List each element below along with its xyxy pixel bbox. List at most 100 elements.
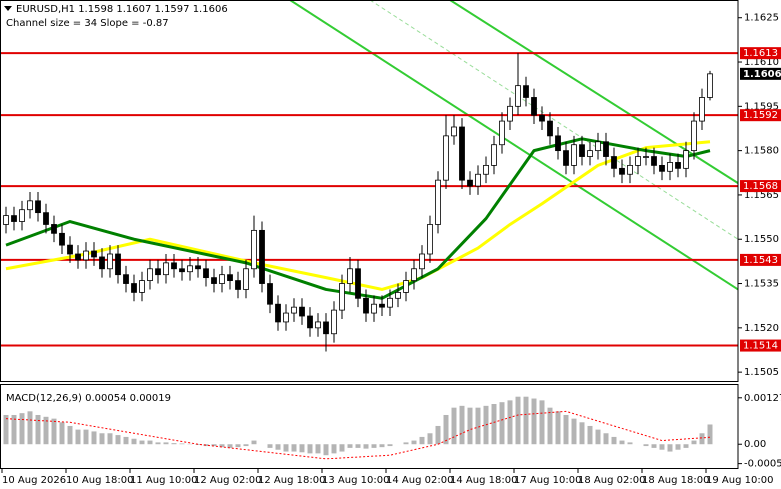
macd-bar: [659, 444, 665, 450]
candle-body: [259, 229, 265, 284]
candle-body: [667, 162, 673, 172]
macd-frame: [0, 384, 739, 469]
current-price-label: 1.1606: [743, 69, 781, 80]
macd-bar: [619, 440, 625, 445]
macd-bar: [403, 442, 409, 445]
candle-body: [19, 209, 25, 222]
macd-bar: [115, 435, 121, 445]
candle-body: [27, 200, 33, 211]
chart-subtitle: Channel size = 34 Slope = -0.87: [6, 18, 169, 29]
level-label: 1.1613: [743, 48, 778, 59]
macd-bar: [155, 442, 161, 445]
macd-bar: [291, 444, 297, 452]
candle-body: [459, 126, 465, 181]
level-label-box: [740, 180, 781, 193]
candle-body: [3, 215, 9, 225]
macd-bar: [35, 414, 41, 445]
macd-bar: [267, 444, 273, 448]
x-tick-label: 14 Aug 02:00: [386, 475, 453, 486]
macd-bar: [643, 444, 649, 447]
candle-body: [659, 164, 665, 172]
macd-bar: [675, 444, 681, 450]
candle-body: [395, 291, 401, 299]
macd-bar: [563, 414, 569, 445]
candle-body: [387, 297, 393, 308]
macd-bar: [131, 438, 137, 445]
level-label: 1.1568: [743, 181, 778, 192]
candle-body: [443, 135, 449, 181]
x-tick-label: 18 Aug 18:00: [642, 475, 709, 486]
candle-body: [211, 277, 217, 284]
candle-body: [91, 250, 97, 258]
macd-bar: [163, 442, 169, 445]
macd-bar: [523, 396, 529, 445]
macd-bar: [363, 444, 369, 449]
candle-body: [595, 141, 601, 152]
candle-body: [315, 321, 321, 329]
level-label: 1.1514: [743, 341, 778, 352]
candle-body: [171, 262, 177, 270]
candle-body: [643, 156, 649, 158]
macd-bar: [203, 444, 209, 447]
macd-bar: [347, 444, 353, 448]
macd-bar: [331, 444, 337, 454]
y-tick-label: 1.1535: [744, 279, 779, 290]
candle-body: [515, 85, 521, 107]
candle-body: [339, 283, 345, 311]
macd-bar: [139, 440, 145, 445]
macd-bar: [219, 444, 225, 448]
candle-body: [299, 306, 305, 317]
macd-bar: [387, 444, 393, 447]
candle-body: [203, 268, 209, 279]
x-tick-label: 12 Aug 18:00: [258, 475, 325, 486]
candle-body: [235, 280, 241, 290]
y-tick-label: 1.1595: [744, 101, 779, 112]
candle-body: [691, 120, 697, 152]
macd-bar: [475, 407, 481, 445]
macd-bar: [83, 429, 89, 445]
candle-body: [499, 120, 505, 146]
candle-body: [683, 150, 689, 169]
x-tick-label: 11 Aug 10:00: [130, 475, 197, 486]
macd-bar: [371, 444, 377, 448]
x-tick-label: 13 Aug 10:00: [322, 475, 389, 486]
candle-body: [523, 85, 529, 98]
macd-bar: [539, 400, 545, 445]
candle-body: [451, 126, 457, 137]
candle-body: [411, 268, 417, 281]
y-tick-label: 1.1565: [744, 190, 779, 201]
macd-pane: [3, 396, 713, 460]
candle-body: [283, 312, 289, 323]
candle-body: [219, 274, 225, 284]
macd-bar: [19, 413, 25, 445]
y-tick-label: 1.1550: [744, 234, 779, 245]
candle-body: [275, 303, 281, 323]
x-tick-label: 18 Aug 02:00: [578, 475, 645, 486]
macd-bar: [579, 422, 585, 445]
candle-body: [267, 283, 273, 305]
candle-body: [651, 156, 657, 166]
y-tick-label: -0.00053: [744, 459, 781, 470]
level-label-box: [740, 47, 781, 60]
candle-body: [147, 268, 153, 281]
macd-bar: [3, 414, 9, 445]
x-tick-label: 19 Aug 10:00: [706, 475, 773, 486]
trendline: [449, 0, 739, 184]
macd-bar: [67, 425, 73, 445]
candle-body: [75, 253, 81, 261]
candle-body: [99, 256, 105, 270]
macd-bar: [651, 444, 657, 448]
candle-body: [355, 268, 361, 299]
macd-bar: [451, 407, 457, 445]
macd-bar: [443, 414, 449, 445]
macd-bar: [355, 444, 361, 448]
macd-bar: [11, 414, 17, 445]
candle-body: [187, 265, 193, 273]
candle-body: [571, 144, 577, 166]
y-tick-label: 0.00127: [744, 393, 781, 404]
candle-body: [491, 144, 497, 166]
candle-body: [363, 297, 369, 314]
candle-body: [699, 97, 705, 122]
trendline: [369, 0, 739, 240]
